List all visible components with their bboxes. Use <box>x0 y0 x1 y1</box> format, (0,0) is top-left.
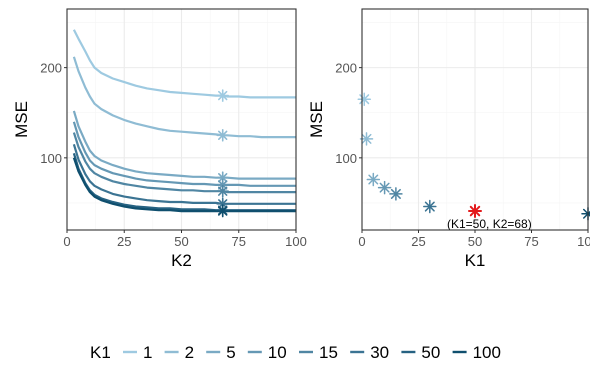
series-marker-k1-2-stroke <box>218 130 228 140</box>
series-line-k1-100 <box>72 157 296 213</box>
legend-label: 1 <box>143 343 152 362</box>
legend-item-k1-15: 15 <box>299 343 338 362</box>
x-axis-title: K2 <box>171 251 192 270</box>
legend-label: 30 <box>370 343 389 362</box>
series-line-k1-10 <box>72 121 296 187</box>
y-tick-label: 100 <box>40 151 62 166</box>
series-marker-k1-15 <box>216 184 230 198</box>
legend: K1 1 2 5 10 15 30 50 100 <box>90 343 501 362</box>
legend-label: 15 <box>319 343 338 362</box>
series-marker-k1-5-stroke <box>218 172 228 183</box>
best-point-marker-stroke <box>469 205 481 217</box>
legend-label: 50 <box>421 343 440 362</box>
point-marker-k1-5-stroke <box>368 174 379 185</box>
legend-item-k1-1: 1 <box>123 343 152 362</box>
x-tick-label: 25 <box>411 234 425 249</box>
right-panel-k1: (K1=50, K2=68) 0 25 50 75 100 100 200 K1 MSE <box>307 8 590 270</box>
x-tick-label: 100 <box>285 234 307 249</box>
point-marker-k1-1 <box>357 92 372 106</box>
x-tick-label: 50 <box>174 234 188 249</box>
x-tick-label: 0 <box>358 234 365 249</box>
legend-item-k1-50: 50 <box>401 343 440 362</box>
y-tick-label: 200 <box>335 61 357 76</box>
point-marker-k1-10-stroke <box>379 182 390 193</box>
point-marker-k1-1-stroke <box>359 94 370 105</box>
point-marker-k1-15-stroke <box>390 188 401 199</box>
series-marker-k1-1 <box>216 89 230 102</box>
point-marker-k1-2-stroke <box>361 133 372 144</box>
best-point-annotation: (K1=50, K2=68) <box>447 217 532 231</box>
y-tick-label: 200 <box>40 61 62 76</box>
point-marker-k1-10 <box>377 180 392 195</box>
series-line-k1-5 <box>72 110 296 180</box>
series-line-k1-15 <box>72 132 296 194</box>
point-marker-k1-15 <box>389 187 403 201</box>
legend-item-k1-2: 2 <box>164 343 194 362</box>
series-marker-k1-100-stroke <box>218 206 228 216</box>
point-marker-k1-2 <box>359 132 374 146</box>
series-marker-k1-100 <box>216 204 230 218</box>
series-marker-k1-1-stroke <box>218 90 228 101</box>
series-marker-k1-15-stroke <box>218 186 228 196</box>
legend-item-k1-30: 30 <box>350 343 389 362</box>
x-tick-label: 50 <box>468 234 482 249</box>
series-marker-k1-2 <box>216 128 230 142</box>
series-line-k1-2 <box>72 56 296 139</box>
x-tick-label: 75 <box>524 234 538 249</box>
series-line-k1-30 <box>72 143 296 205</box>
legend-item-k1-5: 5 <box>206 343 236 362</box>
y-axis-title: MSE <box>307 101 326 138</box>
left-panel-k2: 0 25 50 75 100 100 200 K2 MSE <box>12 8 307 270</box>
legend-title: K1 <box>90 343 111 362</box>
legend-label: 2 <box>185 343 194 362</box>
point-marker-k1-5 <box>366 172 381 187</box>
legend-label: 10 <box>268 343 287 362</box>
y-tick-label: 100 <box>335 151 357 166</box>
point-marker-k1-100 <box>581 207 590 221</box>
best-point-marker <box>468 204 482 219</box>
legend-item-k1-10: 10 <box>247 343 287 362</box>
x-tick-label: 25 <box>117 234 131 249</box>
x-tick-label: 0 <box>63 234 70 249</box>
y-axis-title: MSE <box>12 101 31 138</box>
legend-item-k1-100: 100 <box>452 343 501 362</box>
point-marker-k1-30 <box>423 199 437 214</box>
legend-label: 100 <box>473 343 501 362</box>
series-marker-k1-5 <box>216 171 230 184</box>
series-line-k1-1 <box>72 29 296 99</box>
x-tick-label: 100 <box>577 234 590 249</box>
legend-label: 5 <box>226 343 235 362</box>
point-marker-k1-30-stroke <box>424 201 435 212</box>
x-tick-label: 75 <box>232 234 246 249</box>
x-axis-title: K1 <box>465 251 486 270</box>
